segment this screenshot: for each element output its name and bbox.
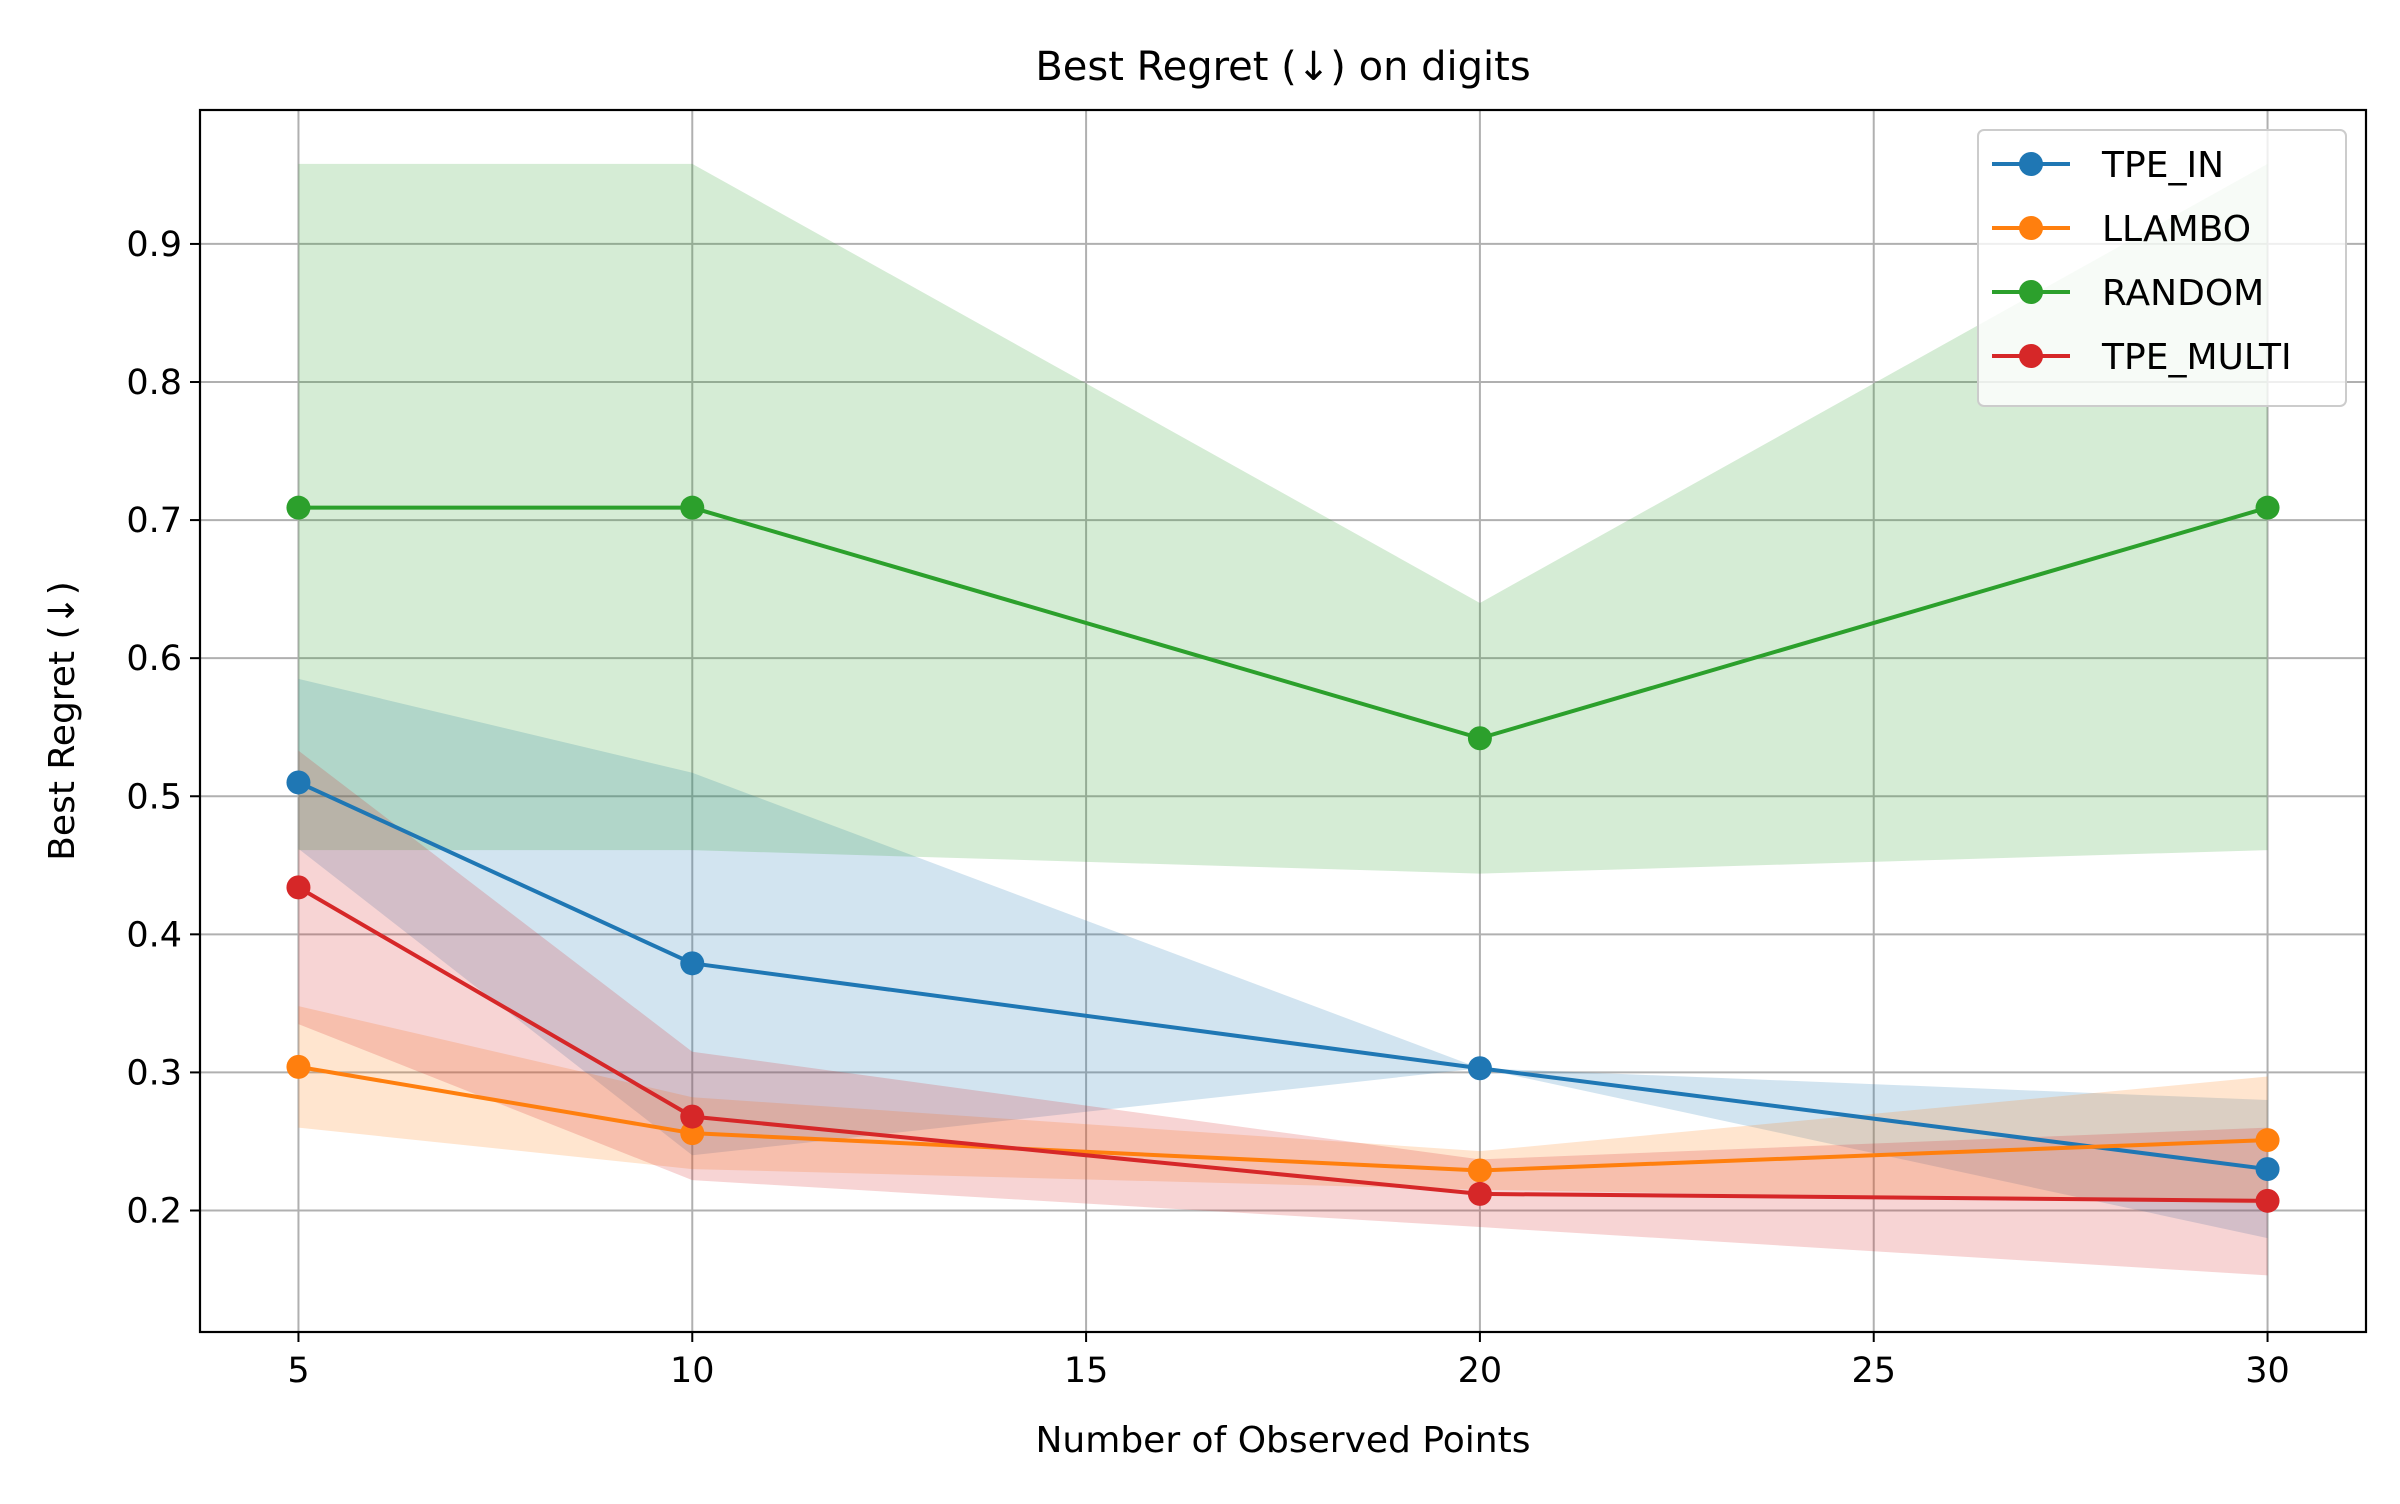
y-tick-label: 0.6 xyxy=(126,639,182,679)
y-tick-label: 0.2 xyxy=(126,1191,182,1231)
point-tpe-multi xyxy=(680,1104,705,1129)
point-random xyxy=(2255,495,2280,520)
point-tpe-multi xyxy=(286,875,311,900)
point-random xyxy=(680,495,705,520)
band-tpe-in xyxy=(298,678,2268,1239)
point-random xyxy=(286,495,311,520)
legend-label: RANDOM xyxy=(2102,273,2264,314)
point-random xyxy=(1467,726,1492,751)
point-llambo xyxy=(1467,1158,1492,1183)
point-tpe-in xyxy=(286,770,311,795)
series-lines xyxy=(295,505,2271,1203)
legend: TPE_IN LLAMBO RANDOM TPE_MULTI xyxy=(1977,129,2347,407)
y-axis-label: Best Regret (↓) xyxy=(42,581,83,861)
point-llambo xyxy=(680,1121,705,1146)
x-tick-label: 15 xyxy=(1064,1351,1109,1391)
x-axis-label: Number of Observed Points xyxy=(1036,1420,1531,1461)
legend-swatch-marker xyxy=(2019,280,2043,304)
y-tick-label: 0.3 xyxy=(126,1053,182,1093)
series-points xyxy=(286,495,2280,1213)
band-llambo xyxy=(298,1006,2268,1204)
y-tick-label: 0.5 xyxy=(126,777,182,817)
legend-item-tpe-multi: TPE_MULTI xyxy=(1992,337,2292,378)
legend-item-random: RANDOM xyxy=(1992,273,2264,314)
y-tick-label: 0.9 xyxy=(126,225,182,265)
legend-label: TPE_MULTI xyxy=(2101,337,2292,378)
confidence-bands xyxy=(298,163,2268,1276)
point-tpe-in xyxy=(2255,1157,2280,1182)
point-tpe-multi xyxy=(2255,1188,2280,1213)
x-tick-label: 5 xyxy=(287,1351,309,1391)
y-tick-label: 0.4 xyxy=(126,915,182,955)
x-tick-label: 30 xyxy=(2245,1351,2290,1391)
point-tpe-in xyxy=(1467,1056,1492,1081)
band-tpe-multi xyxy=(298,750,2268,1276)
band-random xyxy=(298,163,2268,874)
grid xyxy=(200,110,2366,1332)
point-tpe-multi xyxy=(1467,1181,1492,1206)
legend-swatch-marker xyxy=(2019,344,2043,368)
legend-item-tpe-in: TPE_IN xyxy=(1992,145,2224,186)
legend-swatch-marker xyxy=(2019,152,2043,176)
axis-ticks: 5 10 15 20 25 30 0.2 0.3 0.4 0.5 0.6 0.7 0.8 0.9 xyxy=(126,225,2289,1391)
point-tpe-in xyxy=(680,951,705,976)
y-tick-label: 0.8 xyxy=(126,363,182,403)
legend-item-llambo: LLAMBO xyxy=(1992,209,2251,250)
legend-box xyxy=(1977,129,2347,407)
x-tick-label: 25 xyxy=(1851,1351,1896,1391)
line-tpe-in xyxy=(295,779,2270,1172)
line-llambo xyxy=(296,1064,2270,1173)
plot-frame xyxy=(198,108,2368,1334)
line-tpe-multi xyxy=(295,884,2270,1203)
legend-swatch-marker xyxy=(2019,216,2043,240)
x-tick-label: 10 xyxy=(670,1351,715,1391)
chart-title: Best Regret (↓) on digits xyxy=(1035,44,1530,90)
line-random xyxy=(296,505,2271,741)
y-tick-label: 0.7 xyxy=(126,501,182,541)
x-tick-label: 20 xyxy=(1458,1351,1503,1391)
legend-label: LLAMBO xyxy=(2102,209,2251,250)
point-llambo xyxy=(2255,1128,2280,1153)
point-llambo xyxy=(286,1054,311,1079)
legend-label: TPE_IN xyxy=(2101,145,2224,186)
